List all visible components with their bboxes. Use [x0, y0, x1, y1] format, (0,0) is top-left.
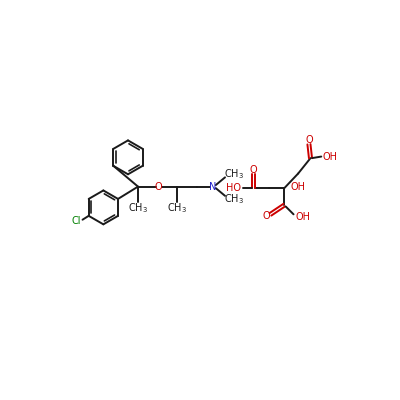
Text: CH$_3$: CH$_3$	[224, 192, 244, 206]
Text: OH: OH	[295, 212, 310, 222]
Text: CH$_3$: CH$_3$	[128, 201, 148, 215]
Text: Cl: Cl	[72, 216, 81, 226]
Text: OH: OH	[322, 152, 337, 162]
Text: HO: HO	[226, 183, 241, 193]
Text: O: O	[262, 211, 270, 221]
Text: CH$_3$: CH$_3$	[224, 167, 244, 181]
Text: O: O	[305, 135, 313, 145]
Text: O: O	[155, 182, 163, 192]
Text: O: O	[250, 165, 257, 175]
Text: N: N	[209, 182, 216, 192]
Text: CH$_3$: CH$_3$	[166, 201, 186, 215]
Text: OH: OH	[291, 182, 306, 192]
